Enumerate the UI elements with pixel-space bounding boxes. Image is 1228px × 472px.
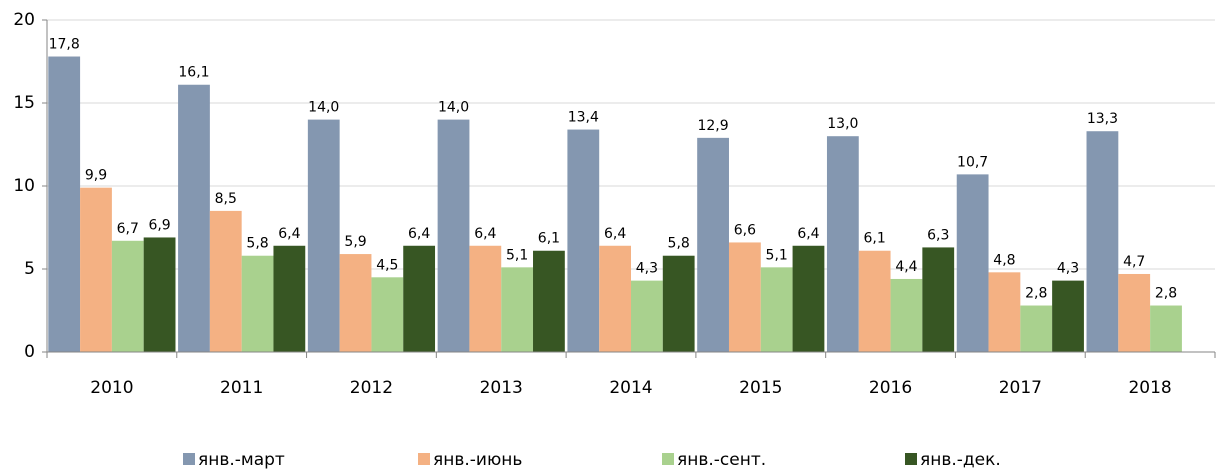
value-label: 13,4 <box>568 110 599 126</box>
legend-swatch <box>418 453 430 465</box>
x-tick-label: 2016 <box>869 378 912 398</box>
bar <box>1118 273 1151 352</box>
value-label: 6,1 <box>538 231 560 247</box>
x-tick-label: 2013 <box>480 378 523 398</box>
value-label: 6,7 <box>117 221 139 237</box>
x-tick-label: 2014 <box>609 378 652 398</box>
legend-swatch <box>905 453 917 465</box>
y-tick-label: 0 <box>24 342 35 362</box>
bar <box>890 278 923 352</box>
legend-label: янв.-март <box>198 450 285 470</box>
value-label: 6,9 <box>148 217 170 233</box>
bar <box>1150 305 1182 352</box>
value-label: 13,0 <box>827 116 858 132</box>
value-label: 13,3 <box>1087 111 1118 127</box>
bar <box>826 136 859 352</box>
value-label: 6,4 <box>474 226 496 242</box>
value-label: 16,1 <box>178 65 209 81</box>
value-label: 17,8 <box>49 37 80 53</box>
bar <box>437 119 470 352</box>
x-tick-label: 2010 <box>90 378 133 398</box>
bar <box>143 237 176 352</box>
value-label: 5,8 <box>246 236 268 252</box>
bar <box>599 245 631 352</box>
value-label: 6,4 <box>278 226 300 242</box>
value-label: 6,4 <box>604 226 626 242</box>
x-tick-label: 2015 <box>739 378 782 398</box>
x-tick-label: 2012 <box>350 378 393 398</box>
value-label: 6,3 <box>927 227 949 243</box>
bar <box>469 245 502 352</box>
bar <box>956 174 989 352</box>
value-label: 5,9 <box>344 234 366 250</box>
value-label: 9,9 <box>85 168 107 184</box>
value-label: 6,4 <box>408 226 430 242</box>
bar <box>403 245 436 352</box>
y-tick-label: 10 <box>13 176 35 196</box>
bar <box>1052 280 1084 352</box>
value-label: 4,8 <box>993 252 1015 268</box>
value-label: 4,7 <box>1123 254 1145 270</box>
value-label: 5,1 <box>506 247 528 263</box>
y-tick-label: 20 <box>13 10 35 30</box>
bar <box>1020 305 1053 352</box>
value-label: 4,3 <box>1057 261 1079 277</box>
bar <box>631 280 663 352</box>
value-label: 6,4 <box>797 226 819 242</box>
bar <box>48 56 81 353</box>
value-label: 4,3 <box>636 261 658 277</box>
bar <box>533 250 565 352</box>
value-label: 8,5 <box>215 191 237 207</box>
x-tick-label: 2011 <box>220 378 263 398</box>
value-label: 2,8 <box>1025 286 1047 302</box>
bar <box>792 245 825 352</box>
value-label: 14,0 <box>438 100 469 116</box>
value-label: 6,1 <box>864 231 886 247</box>
bar <box>567 129 600 352</box>
bar <box>988 272 1021 352</box>
bar <box>339 254 372 352</box>
bar <box>858 250 891 352</box>
bar <box>307 119 340 352</box>
x-tick-label: 2018 <box>1128 378 1171 398</box>
x-tick-label: 2017 <box>999 378 1042 398</box>
bar <box>1086 131 1119 352</box>
bar <box>209 210 242 352</box>
value-label: 6,6 <box>734 222 756 238</box>
bar <box>178 84 210 353</box>
bar <box>922 247 955 352</box>
value-label: 14,0 <box>308 100 339 116</box>
bar <box>371 277 404 352</box>
bar <box>728 242 761 352</box>
legend-label: янв.-дек. <box>920 450 1001 470</box>
bar <box>273 245 306 352</box>
bar <box>760 267 793 352</box>
value-label: 5,8 <box>668 236 690 252</box>
legend-swatch <box>183 453 195 465</box>
value-label: 4,4 <box>895 259 917 275</box>
bar <box>662 255 695 352</box>
legend-label: янв.-сент. <box>677 450 766 470</box>
bar <box>111 240 144 352</box>
value-label: 12,9 <box>697 118 728 134</box>
value-label: 5,1 <box>766 247 788 263</box>
legend-swatch <box>662 453 674 465</box>
bar <box>241 255 274 352</box>
y-tick-label: 5 <box>24 259 35 279</box>
value-label: 10,7 <box>957 154 988 170</box>
y-tick-label: 15 <box>13 93 35 113</box>
bar <box>80 187 112 352</box>
bar <box>501 267 534 352</box>
bar <box>697 137 729 352</box>
value-label: 2,8 <box>1155 286 1177 302</box>
value-label: 4,5 <box>376 257 398 273</box>
legend-label: янв.-июнь <box>433 450 522 470</box>
